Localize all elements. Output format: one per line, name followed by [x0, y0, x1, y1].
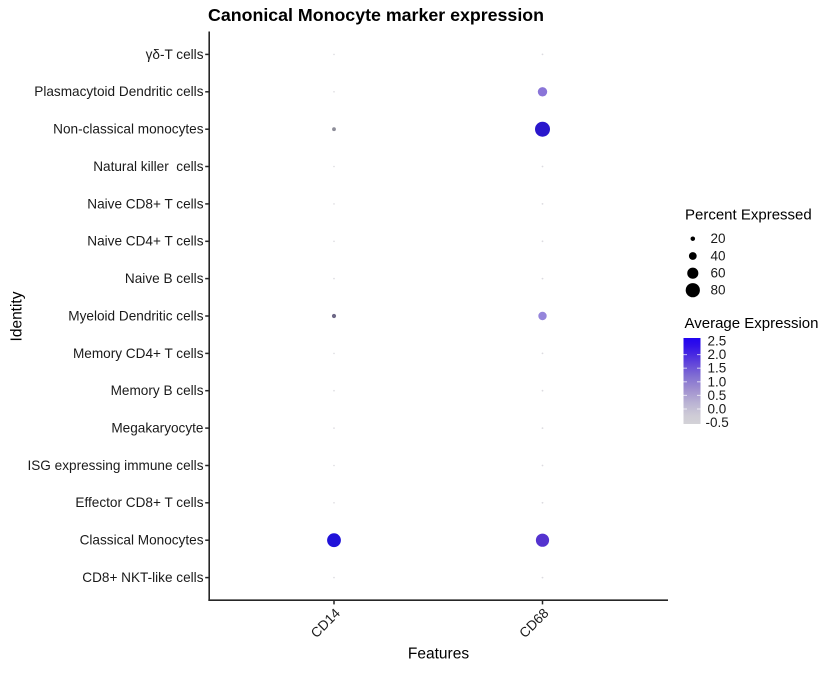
svg-text:γδ-T cells: γδ-T cells	[146, 47, 204, 62]
svg-text:Features: Features	[408, 646, 469, 663]
svg-text:1.0: 1.0	[708, 374, 727, 389]
svg-text:Classical Monocytes: Classical Monocytes	[80, 533, 204, 548]
svg-text:Memory B cells: Memory B cells	[111, 383, 204, 398]
svg-text:CD8+ NKT-like cells: CD8+ NKT-like cells	[82, 570, 203, 585]
svg-text:Average Expression: Average Expression	[685, 315, 819, 332]
svg-text:Megakaryocyte: Megakaryocyte	[111, 421, 203, 436]
svg-text:Memory CD4+ T cells: Memory CD4+ T cells	[73, 346, 204, 361]
svg-text:Naive B cells: Naive B cells	[125, 271, 204, 286]
svg-text:0.5: 0.5	[708, 388, 727, 403]
svg-text:-0.5: -0.5	[706, 415, 729, 430]
svg-text:Plasmacytoid Dendritic cells: Plasmacytoid Dendritic cells	[34, 84, 203, 99]
svg-text:Canonical Monocyte marker expr: Canonical Monocyte marker expression	[208, 5, 544, 25]
svg-text:0.0: 0.0	[708, 402, 727, 417]
svg-text:Naive CD8+ T cells: Naive CD8+ T cells	[87, 196, 203, 211]
svg-text:Non-classical monocytes: Non-classical monocytes	[53, 122, 204, 137]
svg-text:60: 60	[711, 266, 726, 281]
svg-text:Naive CD4+ T cells: Naive CD4+ T cells	[87, 234, 203, 249]
svg-text:40: 40	[711, 249, 726, 264]
svg-text:ISG expressing immune cells: ISG expressing immune cells	[27, 458, 203, 473]
svg-text:2.0: 2.0	[708, 347, 727, 362]
svg-text:Identity: Identity	[9, 291, 26, 341]
svg-text:Percent Expressed: Percent Expressed	[685, 207, 812, 224]
svg-text:80: 80	[711, 283, 726, 298]
svg-text:Myeloid Dendritic cells: Myeloid Dendritic cells	[68, 308, 203, 323]
svg-text:20: 20	[711, 231, 726, 246]
svg-text:Natural killer cells: Natural killer cells	[93, 159, 203, 174]
svg-text:Effector CD8+ T cells: Effector CD8+ T cells	[75, 495, 203, 510]
svg-text:1.5: 1.5	[708, 361, 727, 376]
svg-text:2.5: 2.5	[708, 334, 727, 349]
